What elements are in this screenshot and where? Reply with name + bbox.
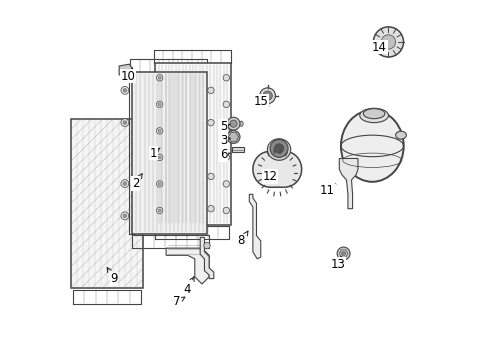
- Polygon shape: [339, 158, 358, 209]
- Circle shape: [223, 207, 230, 214]
- Circle shape: [123, 214, 126, 218]
- Circle shape: [223, 128, 230, 134]
- Circle shape: [156, 101, 163, 108]
- Circle shape: [123, 182, 126, 185]
- Text: 1: 1: [150, 147, 160, 159]
- Circle shape: [204, 242, 210, 249]
- Text: 9: 9: [107, 267, 118, 285]
- Ellipse shape: [360, 108, 389, 123]
- Circle shape: [208, 120, 214, 126]
- Circle shape: [158, 183, 161, 185]
- Circle shape: [121, 212, 129, 220]
- Polygon shape: [119, 64, 132, 75]
- Circle shape: [230, 120, 237, 127]
- Circle shape: [274, 144, 284, 153]
- Circle shape: [227, 131, 240, 143]
- Ellipse shape: [364, 109, 385, 119]
- Circle shape: [227, 117, 240, 130]
- Circle shape: [156, 154, 163, 161]
- Circle shape: [123, 121, 126, 125]
- Circle shape: [208, 173, 214, 180]
- Circle shape: [223, 181, 230, 187]
- Circle shape: [263, 91, 272, 100]
- Text: 4: 4: [184, 277, 194, 296]
- Text: 14: 14: [372, 41, 387, 54]
- Circle shape: [123, 89, 126, 92]
- Circle shape: [208, 87, 214, 94]
- Bar: [155, 63, 231, 225]
- Circle shape: [337, 247, 350, 260]
- Text: 3: 3: [220, 134, 230, 147]
- Circle shape: [158, 209, 161, 212]
- Ellipse shape: [341, 110, 404, 182]
- Ellipse shape: [224, 121, 227, 126]
- Circle shape: [156, 75, 163, 81]
- Circle shape: [158, 76, 161, 79]
- Text: 7: 7: [173, 296, 185, 309]
- Ellipse shape: [240, 121, 243, 126]
- Circle shape: [270, 139, 288, 157]
- Polygon shape: [166, 248, 209, 284]
- Polygon shape: [249, 194, 261, 259]
- Circle shape: [208, 206, 214, 212]
- Circle shape: [223, 75, 230, 81]
- Text: 5: 5: [220, 120, 230, 133]
- Text: 12: 12: [263, 169, 278, 183]
- Circle shape: [158, 130, 161, 132]
- Polygon shape: [253, 151, 302, 187]
- Circle shape: [223, 101, 230, 108]
- Text: 11: 11: [320, 184, 336, 197]
- Circle shape: [342, 251, 346, 256]
- Circle shape: [158, 103, 161, 106]
- Text: 2: 2: [132, 174, 142, 190]
- Text: 10: 10: [121, 68, 136, 82]
- Circle shape: [381, 35, 395, 49]
- Circle shape: [156, 128, 163, 134]
- Circle shape: [156, 181, 163, 187]
- Circle shape: [158, 156, 161, 159]
- Circle shape: [121, 180, 129, 188]
- Text: 13: 13: [331, 256, 345, 271]
- Bar: [132, 72, 207, 234]
- Text: 6: 6: [220, 148, 230, 161]
- Circle shape: [223, 154, 230, 161]
- Bar: [232, 147, 244, 152]
- Ellipse shape: [395, 131, 406, 139]
- Bar: [71, 119, 143, 288]
- Circle shape: [373, 27, 403, 57]
- Circle shape: [121, 86, 129, 94]
- Circle shape: [260, 88, 275, 104]
- Text: 15: 15: [254, 95, 269, 108]
- Polygon shape: [200, 237, 214, 279]
- Text: 8: 8: [238, 231, 248, 247]
- Ellipse shape: [268, 139, 291, 160]
- Circle shape: [156, 207, 163, 214]
- Circle shape: [121, 119, 129, 127]
